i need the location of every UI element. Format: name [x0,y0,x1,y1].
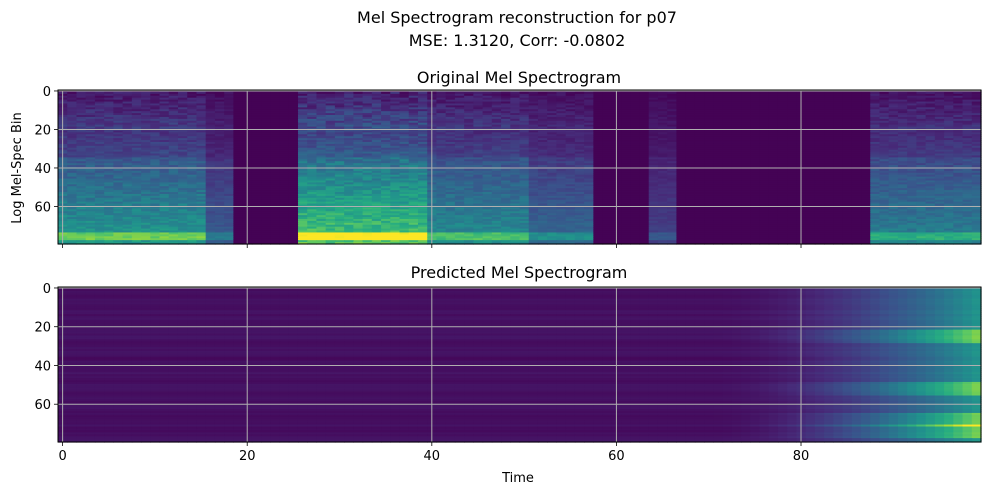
original-heatmap-cells [58,90,982,245]
figure-subtitle: MSE: 1.3120, Corr: -0.0802 [409,31,626,50]
original-spectrogram-panel: Original Mel Spectrogram Log Mel-Spec Bi… [10,68,982,248]
original-panel-title: Original Mel Spectrogram [417,68,621,87]
figure-title: Mel Spectrogram reconstruction for p07 [357,8,677,27]
original-y-axis-label: Log Mel-Spec Bin [10,112,25,223]
